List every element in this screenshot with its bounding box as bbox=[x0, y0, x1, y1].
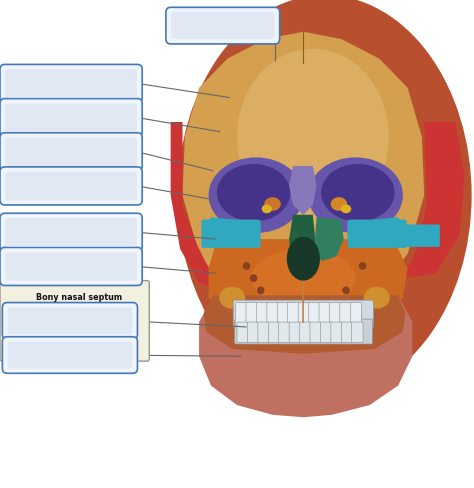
Circle shape bbox=[250, 274, 257, 282]
Polygon shape bbox=[182, 32, 424, 325]
FancyBboxPatch shape bbox=[256, 303, 268, 326]
FancyBboxPatch shape bbox=[5, 218, 137, 246]
FancyBboxPatch shape bbox=[166, 7, 280, 44]
Ellipse shape bbox=[262, 204, 272, 213]
FancyBboxPatch shape bbox=[319, 303, 330, 326]
Polygon shape bbox=[209, 239, 408, 329]
FancyBboxPatch shape bbox=[246, 303, 257, 326]
FancyBboxPatch shape bbox=[320, 322, 332, 343]
Ellipse shape bbox=[264, 197, 281, 211]
Circle shape bbox=[359, 262, 366, 270]
FancyBboxPatch shape bbox=[8, 342, 132, 368]
Ellipse shape bbox=[251, 249, 356, 307]
FancyBboxPatch shape bbox=[0, 281, 149, 361]
FancyBboxPatch shape bbox=[258, 322, 269, 343]
FancyBboxPatch shape bbox=[5, 252, 137, 281]
Polygon shape bbox=[199, 295, 412, 417]
FancyBboxPatch shape bbox=[201, 220, 261, 248]
FancyBboxPatch shape bbox=[331, 322, 342, 343]
FancyBboxPatch shape bbox=[277, 303, 289, 326]
Ellipse shape bbox=[219, 287, 246, 308]
Polygon shape bbox=[171, 122, 216, 288]
FancyBboxPatch shape bbox=[5, 69, 137, 98]
FancyBboxPatch shape bbox=[350, 303, 362, 326]
FancyBboxPatch shape bbox=[5, 172, 137, 200]
FancyBboxPatch shape bbox=[0, 99, 142, 137]
Ellipse shape bbox=[308, 157, 403, 233]
FancyBboxPatch shape bbox=[288, 303, 299, 326]
FancyBboxPatch shape bbox=[268, 322, 280, 343]
Ellipse shape bbox=[287, 237, 320, 281]
FancyBboxPatch shape bbox=[233, 300, 374, 327]
Ellipse shape bbox=[364, 287, 390, 308]
FancyBboxPatch shape bbox=[0, 213, 142, 251]
FancyBboxPatch shape bbox=[0, 64, 142, 102]
Ellipse shape bbox=[237, 49, 389, 224]
FancyBboxPatch shape bbox=[171, 12, 274, 39]
FancyBboxPatch shape bbox=[8, 307, 132, 334]
FancyBboxPatch shape bbox=[399, 224, 440, 247]
FancyBboxPatch shape bbox=[310, 322, 321, 343]
FancyBboxPatch shape bbox=[0, 247, 142, 285]
FancyBboxPatch shape bbox=[309, 303, 320, 326]
FancyBboxPatch shape bbox=[236, 303, 247, 326]
Polygon shape bbox=[289, 215, 315, 281]
Polygon shape bbox=[204, 217, 258, 246]
FancyBboxPatch shape bbox=[0, 167, 142, 205]
FancyBboxPatch shape bbox=[289, 322, 301, 343]
FancyBboxPatch shape bbox=[300, 322, 311, 343]
FancyBboxPatch shape bbox=[237, 322, 248, 343]
FancyBboxPatch shape bbox=[340, 303, 351, 326]
FancyBboxPatch shape bbox=[247, 322, 259, 343]
FancyBboxPatch shape bbox=[0, 133, 142, 171]
FancyBboxPatch shape bbox=[347, 220, 407, 248]
Ellipse shape bbox=[341, 204, 351, 213]
Polygon shape bbox=[403, 122, 465, 278]
Ellipse shape bbox=[178, 0, 472, 395]
FancyBboxPatch shape bbox=[2, 303, 137, 339]
FancyBboxPatch shape bbox=[329, 303, 341, 326]
Ellipse shape bbox=[217, 164, 290, 222]
FancyBboxPatch shape bbox=[341, 322, 353, 343]
Circle shape bbox=[342, 286, 350, 294]
Circle shape bbox=[243, 262, 250, 270]
Circle shape bbox=[257, 286, 264, 294]
Ellipse shape bbox=[209, 157, 303, 233]
FancyBboxPatch shape bbox=[298, 303, 310, 326]
FancyBboxPatch shape bbox=[235, 319, 373, 344]
Ellipse shape bbox=[321, 164, 394, 222]
Text: Bony nasal septum: Bony nasal septum bbox=[36, 293, 122, 302]
FancyBboxPatch shape bbox=[5, 103, 137, 132]
FancyBboxPatch shape bbox=[267, 303, 278, 326]
Polygon shape bbox=[289, 166, 317, 215]
FancyBboxPatch shape bbox=[279, 322, 290, 343]
FancyBboxPatch shape bbox=[5, 138, 137, 166]
Polygon shape bbox=[204, 295, 405, 354]
Ellipse shape bbox=[330, 197, 347, 211]
FancyBboxPatch shape bbox=[352, 322, 363, 343]
Polygon shape bbox=[351, 217, 405, 246]
Polygon shape bbox=[315, 217, 344, 261]
FancyBboxPatch shape bbox=[2, 337, 137, 373]
